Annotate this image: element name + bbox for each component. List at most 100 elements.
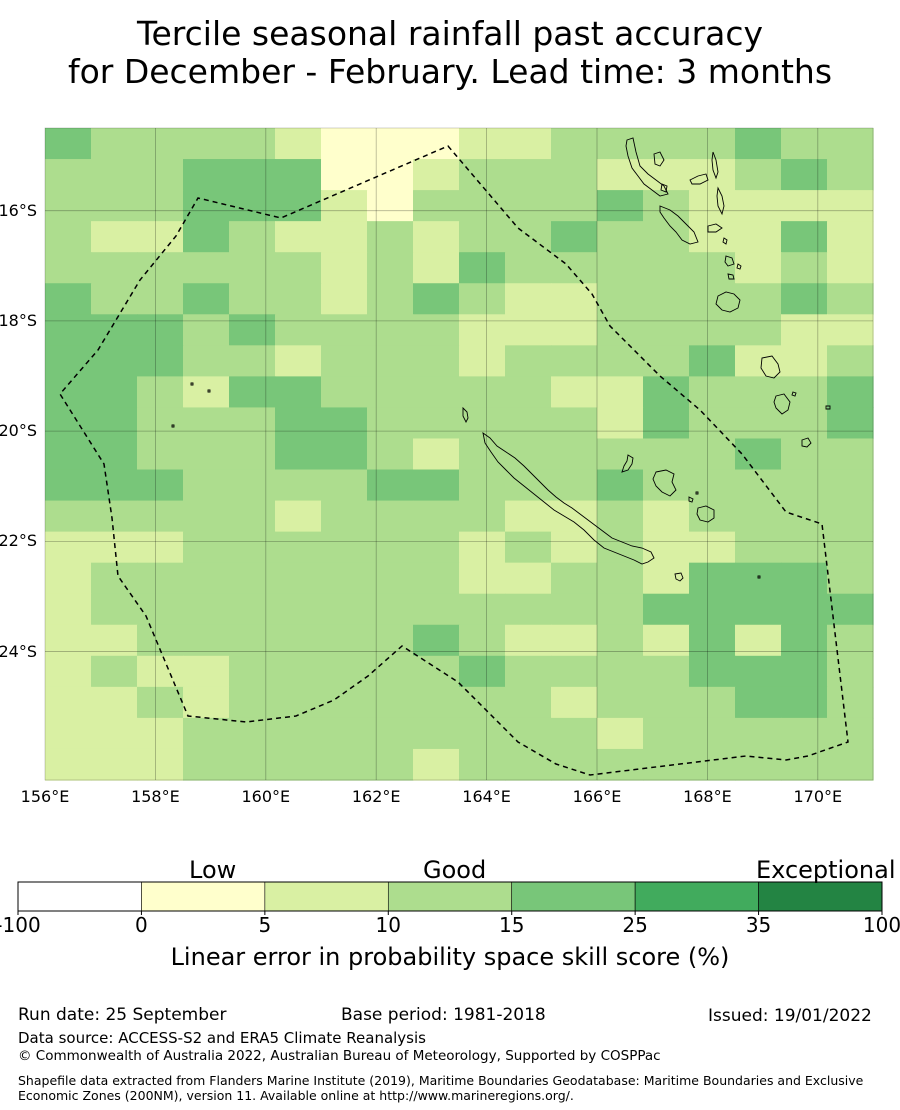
skill-cell xyxy=(551,283,598,315)
skill-cell xyxy=(367,655,414,688)
colorbar-tick-label: 15 xyxy=(498,913,525,937)
skill-cell xyxy=(551,376,598,409)
pentecost-island xyxy=(716,186,725,216)
skill-cell xyxy=(367,500,414,533)
skill-cell xyxy=(91,190,138,222)
copyright-notice: © Commonwealth of Australia 2022, Austra… xyxy=(18,1048,661,1064)
skill-cell xyxy=(551,655,598,688)
tanna-island xyxy=(773,393,791,415)
skill-cell xyxy=(137,345,184,377)
skill-cell xyxy=(735,655,782,688)
aneityum-island xyxy=(801,437,812,448)
skill-cell xyxy=(91,128,138,160)
skill-cell xyxy=(183,593,230,626)
skill-cell xyxy=(551,531,598,564)
colorbar xyxy=(17,881,883,915)
skill-cell xyxy=(367,438,414,471)
skill-cell xyxy=(781,159,828,191)
skill-cell xyxy=(735,252,782,284)
skill-cell xyxy=(413,624,460,657)
skill-cell xyxy=(275,717,322,750)
skill-cell xyxy=(643,717,690,750)
skill-cell xyxy=(597,252,644,284)
tiga-islet xyxy=(688,496,694,503)
efate-island xyxy=(715,291,741,313)
skill-cell xyxy=(643,283,690,315)
skill-cell xyxy=(827,438,874,471)
skill-cell xyxy=(275,314,322,346)
skill-cell xyxy=(275,159,322,191)
colorbar-segment xyxy=(264,881,389,912)
skill-cell xyxy=(551,469,598,502)
colorbar-tick-label: 25 xyxy=(622,913,648,937)
skill-cell xyxy=(551,438,598,471)
skill-cell xyxy=(505,407,552,440)
skill-cell xyxy=(91,562,138,595)
skill-cell xyxy=(45,376,92,409)
skill-cell xyxy=(735,531,782,564)
skill-cell xyxy=(781,748,828,781)
skill-cell xyxy=(367,469,414,502)
skill-cell xyxy=(321,345,368,377)
skill-cell xyxy=(505,469,552,502)
skill-cell xyxy=(367,283,414,315)
skill-cell xyxy=(827,376,874,409)
skill-cell xyxy=(643,655,690,688)
skill-cell xyxy=(551,562,598,595)
skill-cell xyxy=(597,717,644,750)
skill-cell xyxy=(459,593,506,626)
skill-cell xyxy=(183,686,230,719)
skill-cell xyxy=(367,252,414,284)
skill-cell xyxy=(45,593,92,626)
skill-cell xyxy=(229,345,276,377)
skill-cell xyxy=(137,159,184,191)
skill-cell xyxy=(137,717,184,750)
skill-cell xyxy=(597,686,644,719)
skill-cell xyxy=(689,531,736,564)
skill-cell xyxy=(137,593,184,626)
skill-cell xyxy=(183,438,230,471)
skill-grid xyxy=(45,128,874,781)
ambae-island xyxy=(689,173,709,185)
skill-cell xyxy=(321,221,368,253)
skill-cell xyxy=(91,438,138,471)
skill-cell xyxy=(689,748,736,781)
skill-cell xyxy=(229,438,276,471)
skill-cell xyxy=(689,593,736,626)
skill-cell xyxy=(183,159,230,191)
skill-cell xyxy=(321,128,368,160)
skill-cell xyxy=(45,624,92,657)
skill-cell xyxy=(183,376,230,409)
skill-cell xyxy=(551,314,598,346)
skill-cell xyxy=(551,407,598,440)
skill-cell xyxy=(275,531,322,564)
skill-cell xyxy=(827,717,874,750)
skill-cell xyxy=(367,345,414,377)
skill-cell xyxy=(459,655,506,688)
skill-cell xyxy=(827,314,874,346)
skill-cell xyxy=(45,686,92,719)
skill-cell xyxy=(597,655,644,688)
skill-cell xyxy=(735,562,782,595)
skill-cell xyxy=(781,562,828,595)
skill-cell xyxy=(275,190,322,222)
skill-cell xyxy=(459,469,506,502)
skill-cell xyxy=(735,314,782,346)
skill-cell xyxy=(229,562,276,595)
skill-cell xyxy=(827,128,874,160)
skill-cell xyxy=(229,221,276,253)
skill-cell xyxy=(689,376,736,409)
skill-cell xyxy=(689,221,736,253)
skill-cell xyxy=(827,345,874,377)
skill-cell xyxy=(229,748,276,781)
skill-cell xyxy=(367,190,414,222)
skill-cell xyxy=(45,128,92,160)
skill-cell xyxy=(735,717,782,750)
skill-cell xyxy=(321,314,368,346)
skill-cell xyxy=(551,159,598,191)
skill-cell xyxy=(45,469,92,502)
skill-cell xyxy=(413,159,460,191)
skill-cell xyxy=(689,655,736,688)
skill-cell xyxy=(229,190,276,222)
